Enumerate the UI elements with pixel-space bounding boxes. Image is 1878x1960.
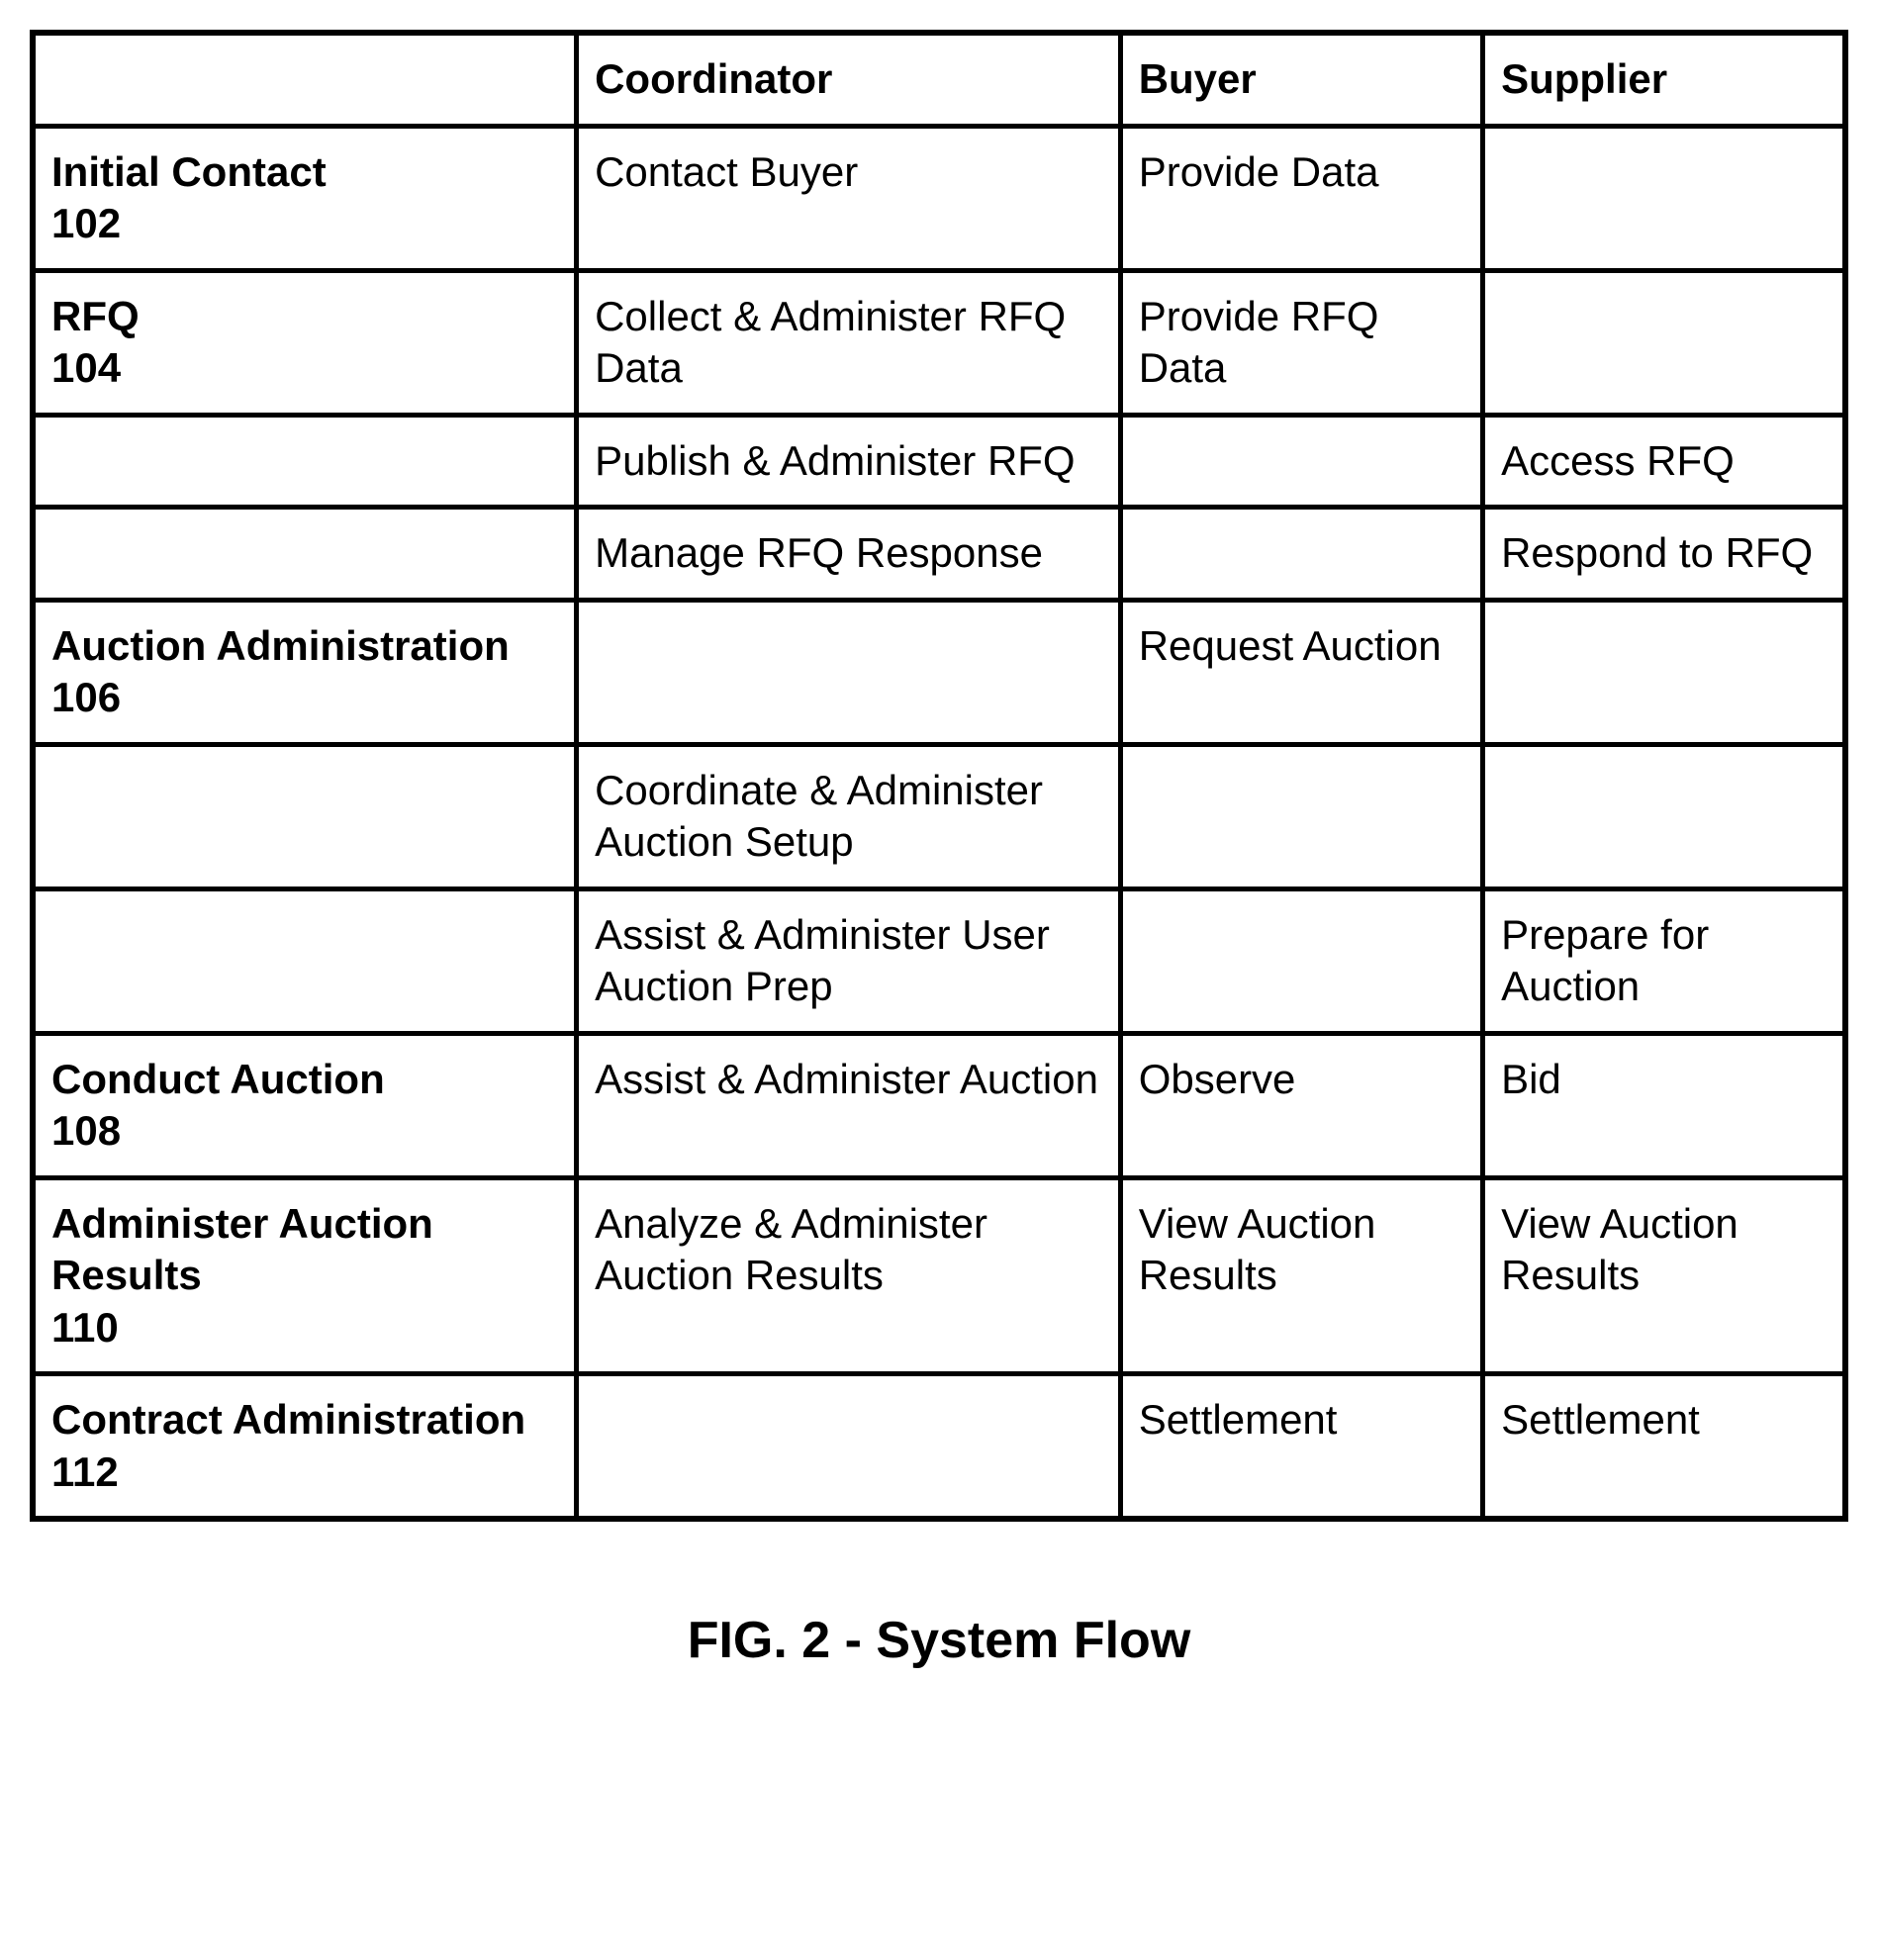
row-label: Contract Administration (51, 1396, 525, 1443)
row-label: Initial Contact (51, 148, 327, 195)
col-header-buyer: Buyer (1120, 33, 1482, 126)
table-row: Contract Administration 112 Settlement S… (33, 1374, 1845, 1520)
row-label: Administer Auction Results (51, 1200, 433, 1299)
cell-supplier (1483, 270, 1845, 415)
row-header (33, 508, 577, 601)
system-flow-table: Coordinator Buyer Supplier Initial Conta… (30, 30, 1848, 1522)
cell-buyer: View Auction Results (1120, 1177, 1482, 1374)
cell-buyer: Request Auction (1120, 600, 1482, 744)
row-label: Conduct Auction (51, 1056, 385, 1102)
row-header (33, 744, 577, 888)
cell-buyer (1120, 415, 1482, 508)
row-ref: 108 (51, 1105, 558, 1158)
cell-supplier (1483, 744, 1845, 888)
row-header: RFQ 104 (33, 270, 577, 415)
row-label: RFQ (51, 293, 140, 339)
table-body: Coordinator Buyer Supplier Initial Conta… (33, 33, 1845, 1519)
row-ref: 110 (51, 1302, 558, 1354)
row-header: Auction Administration 106 (33, 600, 577, 744)
table-row: RFQ 104 Collect & Administer RFQ Data Pr… (33, 270, 1845, 415)
cell-buyer (1120, 508, 1482, 601)
table-row: Initial Contact 102 Contact Buyer Provid… (33, 126, 1845, 270)
row-header: Contract Administration 112 (33, 1374, 577, 1520)
figure-caption: FIG. 2 - System Flow (30, 1611, 1848, 1670)
row-ref: 104 (51, 342, 558, 395)
row-header: Administer Auction Results 110 (33, 1177, 577, 1374)
cell-coordinator: Collect & Administer RFQ Data (577, 270, 1121, 415)
cell-coordinator: Publish & Administer RFQ (577, 415, 1121, 508)
table-row: Conduct Auction 108 Assist & Administer … (33, 1033, 1845, 1177)
cell-coordinator: Assist & Administer Auction (577, 1033, 1121, 1177)
table-row: Manage RFQ Response Respond to RFQ (33, 508, 1845, 601)
row-label: Auction Administration (51, 622, 510, 669)
table-row: Assist & Administer User Auction Prep Pr… (33, 888, 1845, 1033)
row-ref: 106 (51, 672, 558, 724)
cell-buyer: Observe (1120, 1033, 1482, 1177)
cell-coordinator: Contact Buyer (577, 126, 1121, 270)
col-header-coordinator: Coordinator (577, 33, 1121, 126)
cell-buyer: Settlement (1120, 1374, 1482, 1520)
cell-supplier: Access RFQ (1483, 415, 1845, 508)
row-header (33, 415, 577, 508)
cell-supplier (1483, 126, 1845, 270)
col-header-blank (33, 33, 577, 126)
cell-supplier: Prepare for Auction (1483, 888, 1845, 1033)
cell-supplier: Respond to RFQ (1483, 508, 1845, 601)
row-header: Conduct Auction 108 (33, 1033, 577, 1177)
row-header (33, 888, 577, 1033)
cell-coordinator: Analyze & Administer Auction Results (577, 1177, 1121, 1374)
table-header-row: Coordinator Buyer Supplier (33, 33, 1845, 126)
row-ref: 102 (51, 198, 558, 250)
cell-buyer (1120, 888, 1482, 1033)
cell-coordinator (577, 600, 1121, 744)
cell-coordinator: Coordinate & Administer Auction Setup (577, 744, 1121, 888)
cell-buyer: Provide RFQ Data (1120, 270, 1482, 415)
system-flow-table-wrap: Coordinator Buyer Supplier Initial Conta… (30, 30, 1848, 1670)
cell-supplier: Settlement (1483, 1374, 1845, 1520)
cell-supplier: Bid (1483, 1033, 1845, 1177)
cell-coordinator (577, 1374, 1121, 1520)
cell-buyer: Provide Data (1120, 126, 1482, 270)
cell-supplier: View Auction Results (1483, 1177, 1845, 1374)
row-ref: 112 (51, 1447, 558, 1499)
cell-coordinator: Assist & Administer User Auction Prep (577, 888, 1121, 1033)
table-row: Auction Administration 106 Request Aucti… (33, 600, 1845, 744)
table-row: Coordinate & Administer Auction Setup (33, 744, 1845, 888)
row-header: Initial Contact 102 (33, 126, 577, 270)
cell-supplier (1483, 600, 1845, 744)
cell-buyer (1120, 744, 1482, 888)
table-row: Publish & Administer RFQ Access RFQ (33, 415, 1845, 508)
cell-coordinator: Manage RFQ Response (577, 508, 1121, 601)
col-header-supplier: Supplier (1483, 33, 1845, 126)
table-row: Administer Auction Results 110 Analyze &… (33, 1177, 1845, 1374)
